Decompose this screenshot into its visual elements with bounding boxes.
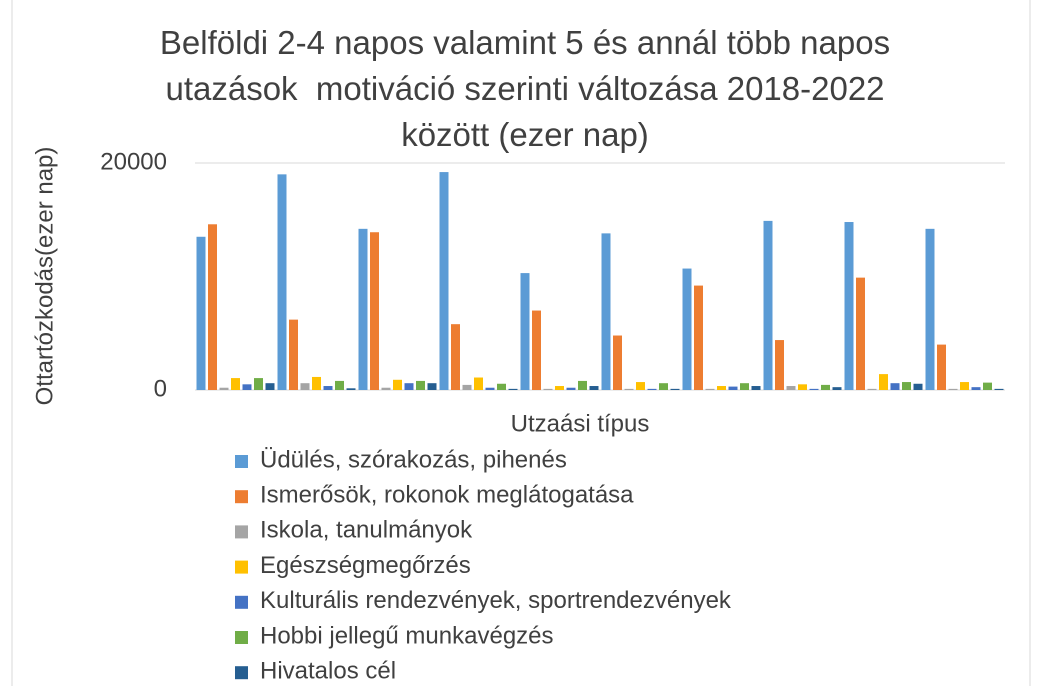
bar bbox=[462, 384, 472, 390]
bar bbox=[265, 383, 275, 390]
bar bbox=[520, 273, 530, 390]
bar bbox=[856, 277, 865, 390]
bar bbox=[404, 383, 414, 390]
bar bbox=[832, 387, 842, 390]
bar bbox=[983, 382, 992, 390]
bar bbox=[890, 383, 900, 390]
bar bbox=[254, 378, 263, 390]
legend-swatch bbox=[235, 631, 248, 644]
bar bbox=[323, 386, 333, 390]
bar bbox=[358, 228, 368, 390]
bar bbox=[775, 340, 784, 390]
bar bbox=[439, 172, 449, 390]
bar bbox=[751, 386, 761, 390]
legend-swatch bbox=[235, 560, 248, 574]
bar bbox=[809, 388, 819, 390]
legend-label: Hivatalos cél bbox=[260, 658, 396, 685]
bar bbox=[601, 233, 611, 390]
chart-title: Belföldi 2-4 napos valamint 5 és annál t… bbox=[159, 24, 891, 153]
bar bbox=[670, 388, 680, 390]
legend-swatch bbox=[235, 595, 248, 609]
bar bbox=[555, 386, 564, 390]
bar bbox=[821, 384, 830, 390]
bar bbox=[717, 386, 726, 390]
bar bbox=[277, 174, 287, 390]
bar bbox=[844, 222, 854, 390]
bar bbox=[427, 383, 437, 390]
bar bbox=[740, 383, 749, 390]
bar bbox=[589, 386, 599, 390]
bar bbox=[694, 285, 703, 390]
legend-label: Ismerősök, rokonok meglátogatása bbox=[260, 482, 634, 509]
legend-swatch bbox=[235, 455, 248, 468]
legend-swatch bbox=[235, 666, 248, 680]
bar bbox=[659, 383, 668, 390]
bar bbox=[867, 388, 877, 390]
bar bbox=[208, 224, 217, 390]
bar bbox=[624, 388, 634, 390]
bar bbox=[242, 384, 252, 390]
bar bbox=[925, 228, 935, 390]
bar bbox=[728, 386, 738, 390]
bar bbox=[879, 374, 888, 390]
legend-label: Kulturális rendezvények, sportrendezvény… bbox=[260, 587, 732, 614]
bar bbox=[289, 319, 298, 390]
bar bbox=[312, 376, 321, 390]
bar bbox=[532, 310, 541, 390]
bar bbox=[913, 383, 923, 390]
bar bbox=[971, 387, 981, 390]
bar bbox=[578, 380, 587, 390]
bar bbox=[647, 388, 657, 390]
bar bbox=[381, 387, 391, 390]
legend-label: Egészségmegőrzés bbox=[260, 552, 471, 579]
legend-swatch bbox=[235, 490, 248, 504]
bar bbox=[485, 387, 495, 390]
y-axis-title: Ottartózkodás(ezer nap) bbox=[31, 147, 58, 406]
bar bbox=[786, 386, 796, 390]
bar bbox=[219, 387, 229, 390]
bar bbox=[370, 232, 379, 390]
y-tick-label: 20000 bbox=[100, 148, 167, 175]
bar bbox=[566, 387, 576, 390]
bar bbox=[196, 236, 206, 390]
bar bbox=[798, 384, 807, 390]
bar bbox=[937, 344, 946, 390]
bar bbox=[451, 324, 460, 390]
bar bbox=[682, 268, 692, 390]
bar bbox=[300, 383, 310, 390]
bar bbox=[335, 380, 344, 390]
x-axis-title: Utzaási típus bbox=[511, 410, 650, 437]
bar bbox=[902, 382, 911, 390]
bar bbox=[497, 383, 506, 390]
bar bbox=[636, 382, 645, 390]
bar bbox=[948, 388, 958, 390]
legend-swatch bbox=[235, 525, 248, 539]
bar bbox=[543, 388, 553, 390]
bar bbox=[231, 378, 240, 390]
bar bbox=[994, 388, 1004, 390]
bar bbox=[508, 388, 518, 390]
y-tick-label: 0 bbox=[154, 375, 167, 402]
legend-label: Hobbi jellegű munkavégzés bbox=[260, 622, 554, 649]
bar bbox=[346, 388, 356, 390]
chart-border bbox=[11, 0, 1031, 686]
bar bbox=[393, 379, 402, 390]
bar bbox=[474, 377, 483, 390]
legend-label: Üdülés, szórakozás, pihenés bbox=[260, 446, 567, 473]
bar bbox=[705, 388, 715, 390]
bar bbox=[613, 335, 622, 390]
bar bbox=[960, 382, 969, 390]
bar bbox=[763, 220, 773, 390]
legend-label: Iskola, tanulmányok bbox=[260, 517, 473, 544]
bar bbox=[416, 380, 425, 390]
